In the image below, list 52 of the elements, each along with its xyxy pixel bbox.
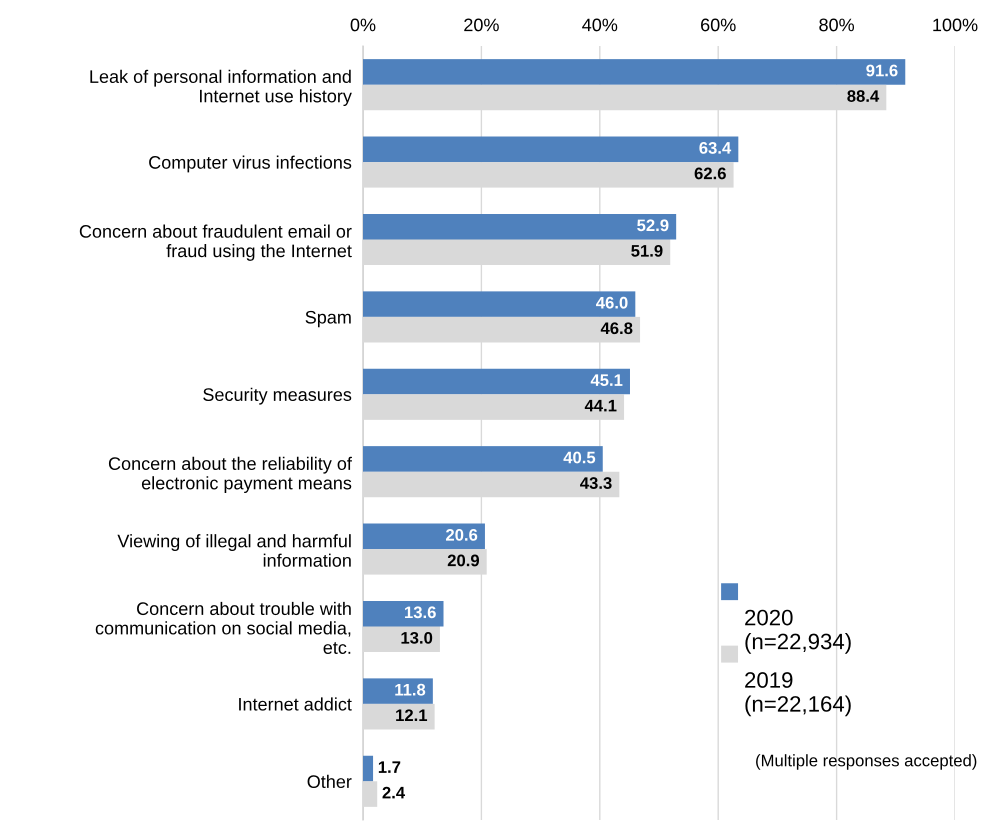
data-label: 46.8 [600,322,632,334]
bar [363,446,603,472]
y-tick-label: Internet addict [239,697,352,711]
y-tick-label: Security measures [203,388,352,405]
legend-label: 2020 (n=22,934) [745,610,851,654]
data-label: 2.4 [382,786,406,798]
y-tick-label: Leak of personal information and Internet use history [90,70,352,106]
data-label: 43.3 [580,477,612,489]
data-label: 44.1 [584,400,617,412]
y-tick-label: Concern about the reliability of electronic payment means [108,456,352,494]
annotation: (Multiple responses accepted) [756,754,976,770]
y-tick-label: Concern about fraudulent email or fraud using the Internet [80,224,352,261]
bar [363,136,738,162]
data-label: 51.9 [631,244,663,257]
data-label: 91.6 [866,64,898,76]
data-label: 88.4 [847,90,880,102]
data-label: 20.6 [446,529,478,541]
y-tick-label: Computer virus infections [149,156,352,172]
bar [363,781,378,807]
data-label: 45.1 [590,374,622,386]
bar [363,678,433,704]
data-label: 40.5 [563,452,596,464]
x-tick-label: 20% [464,18,499,32]
bar [363,626,440,652]
data-label: 63.4 [699,142,732,154]
legend-label: 2019 (n=22,164) [745,672,851,716]
y-tick-label: Spam [306,310,351,328]
x-tick-label: 60% [701,18,736,32]
bar [363,756,374,782]
data-label: 52.9 [637,219,668,232]
bar [363,704,435,730]
y-tick-label: Viewing of illegal and harmful information [117,534,351,567]
data-label: 20.9 [448,554,480,566]
y-tick-label: Concern about trouble with communication on social media, etc. [96,602,351,654]
y-tick-label: Other [308,774,352,788]
data-label: 62.6 [694,168,726,180]
bar [363,600,444,626]
bar [363,524,485,550]
data-label: 46.0 [596,296,628,309]
x-tick-label: 100% [933,18,978,32]
bar [363,214,676,240]
bar [363,291,636,317]
data-label: 13.6 [405,606,436,618]
data-label: 12.1 [396,709,428,721]
x-tick-label: 0% [350,18,376,32]
bar [363,368,630,394]
data-label: 11.8 [395,684,426,696]
data-label: 1.7 [378,761,400,773]
x-tick-label: 80% [819,18,854,32]
x-tick-label: 40% [582,18,618,32]
bar [363,59,906,85]
data-label: 13.0 [401,632,432,644]
